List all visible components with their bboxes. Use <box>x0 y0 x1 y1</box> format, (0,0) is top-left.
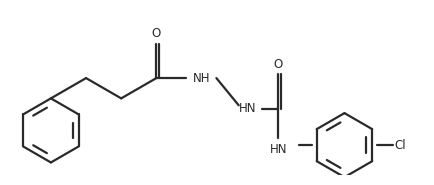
Text: HN: HN <box>239 102 256 115</box>
Text: HN: HN <box>270 143 287 156</box>
Text: NH: NH <box>193 72 210 85</box>
Text: O: O <box>273 58 283 71</box>
Text: Cl: Cl <box>395 139 406 152</box>
Text: O: O <box>152 27 161 40</box>
